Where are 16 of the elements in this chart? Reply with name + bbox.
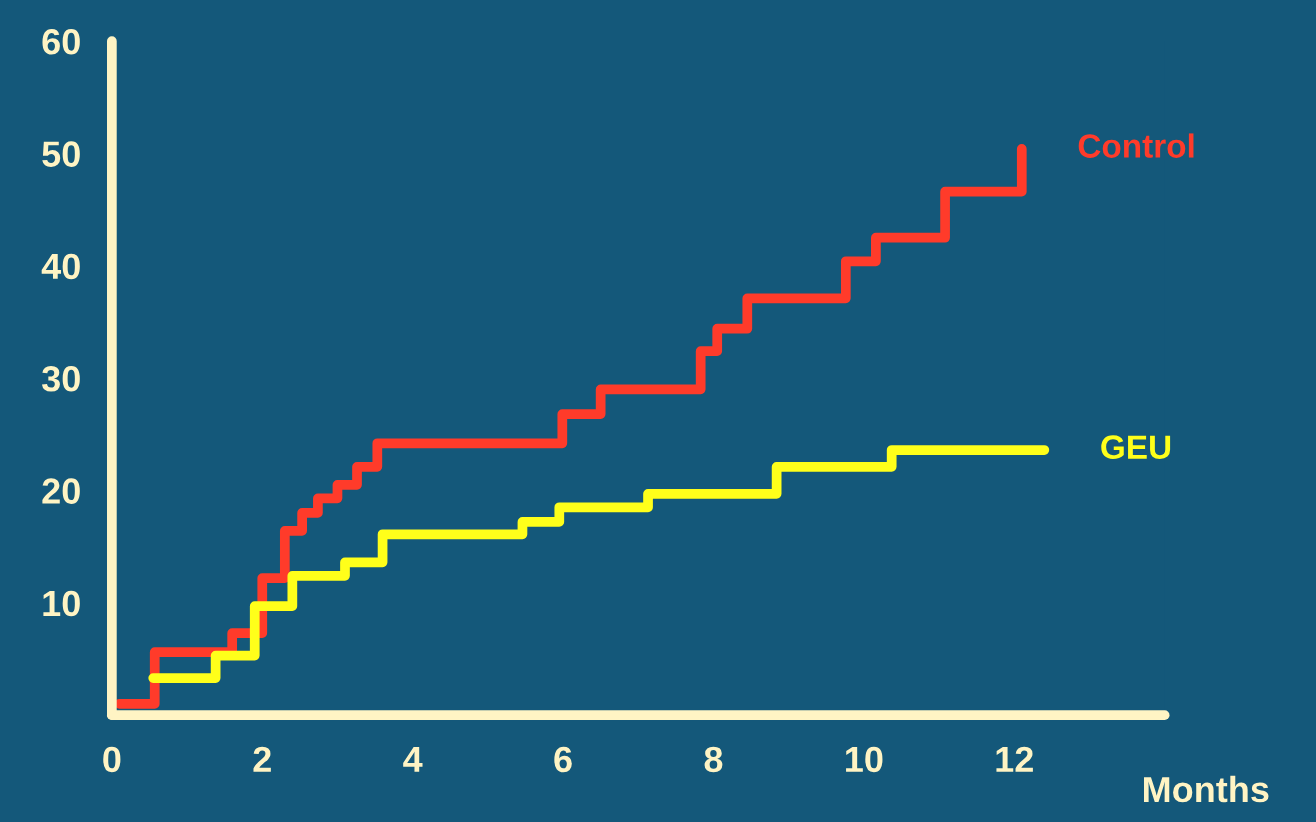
y-tick-label: 60: [42, 28, 80, 55]
y-tick-label: 50: [42, 141, 80, 167]
x-tick-label: 0: [103, 746, 121, 773]
x-tick-label: 2: [253, 746, 271, 772]
x-axis-title: Months: [1144, 775, 1269, 803]
series-label: Control: [1078, 133, 1194, 158]
series-label: GEU: [1101, 435, 1171, 459]
x-tick-label: 8: [704, 746, 723, 773]
x-tick-label: 12: [996, 746, 1033, 772]
y-tick-label: 10: [43, 590, 80, 617]
y-tick-label: 30: [41, 365, 80, 392]
x-tick-label: 10: [846, 746, 883, 773]
x-tick-label: 6: [554, 746, 572, 773]
x-tick-label: 4: [403, 747, 423, 772]
y-tick-label: 20: [42, 478, 80, 504]
y-tick-label: 40: [41, 253, 80, 280]
